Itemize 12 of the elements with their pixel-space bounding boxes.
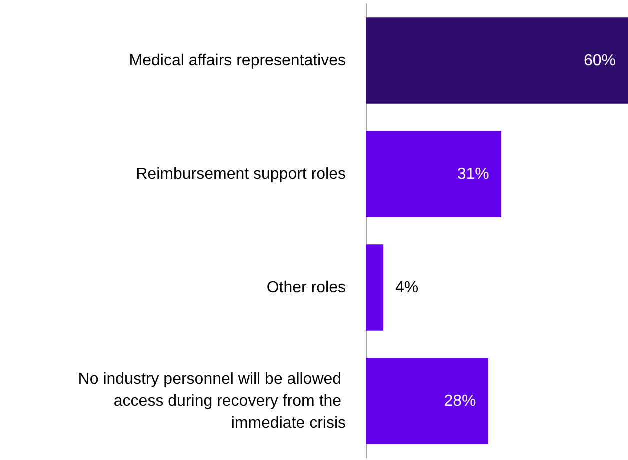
data-label: 28%: [444, 392, 476, 410]
y-tick-label: Medical affairs representatives: [129, 52, 346, 70]
y-tick-label: Other roles: [266, 279, 346, 296]
bar: [366, 18, 628, 104]
y-tick-label: No industry personnel will be allowed access during recovery from the immediate crisis: [78, 370, 346, 432]
bar: [366, 131, 502, 218]
data-label: 4%: [395, 279, 419, 296]
data-label: 31%: [457, 166, 490, 183]
data-label: 60%: [584, 52, 616, 70]
bar: [366, 244, 384, 331]
y-tick-label: Reimbursement support roles: [136, 166, 346, 183]
bar: [366, 358, 488, 444]
